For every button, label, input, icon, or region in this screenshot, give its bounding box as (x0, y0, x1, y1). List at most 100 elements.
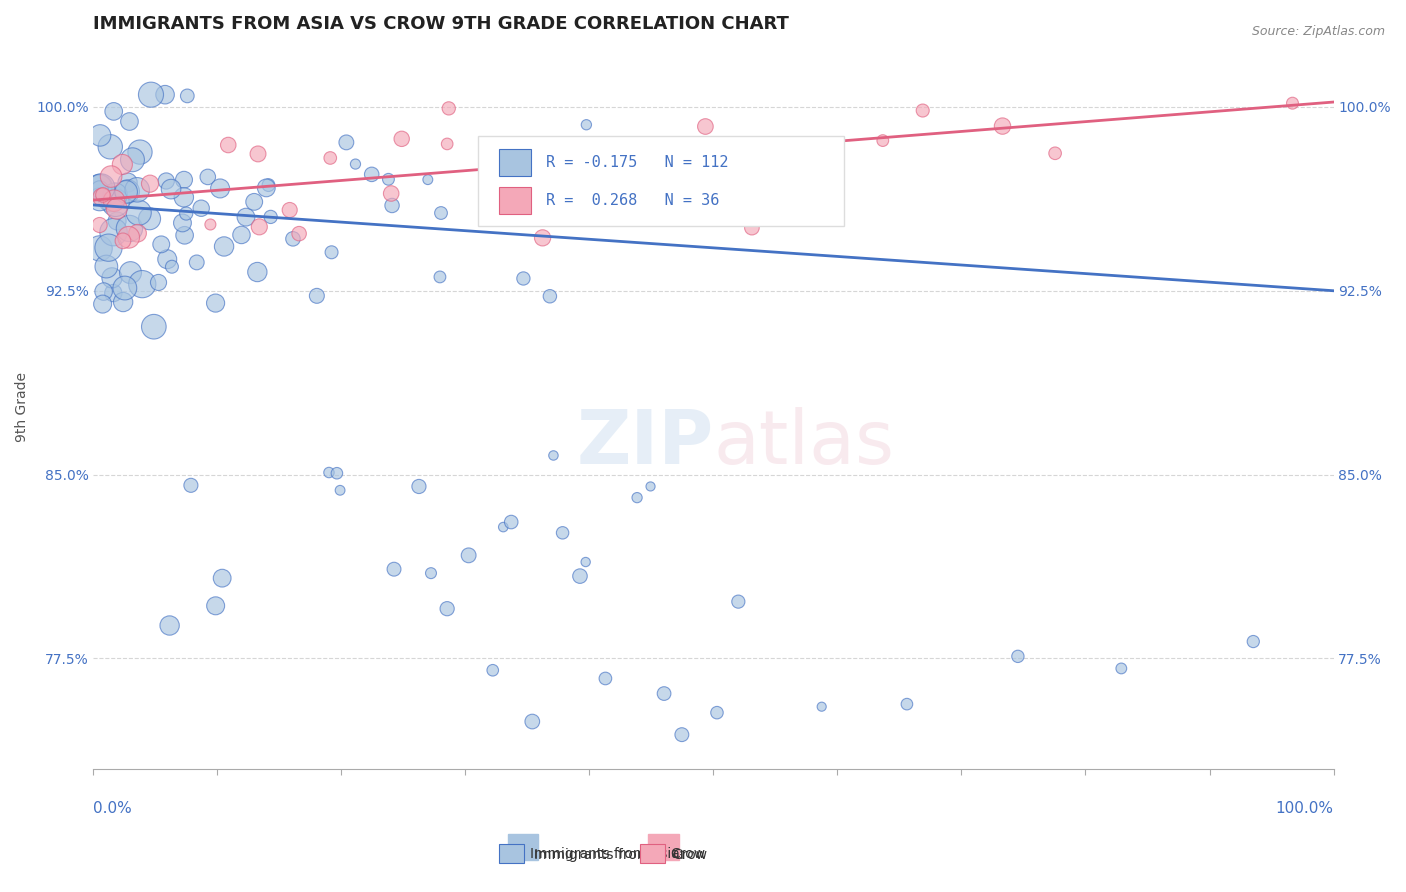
Point (212, 239, 235, 253)
Point (217, 138, 239, 153)
Point (318, 466, 340, 480)
Point (1007, 649, 1029, 664)
Point (1281, 96, 1303, 111)
Point (281, 232, 304, 246)
Point (575, 161, 598, 175)
Text: Source: ZipAtlas.com: Source: ZipAtlas.com (1251, 25, 1385, 38)
Text: atlas: atlas (713, 407, 894, 480)
Point (319, 151, 342, 165)
Point (569, 569, 592, 583)
Point (209, 181, 232, 195)
Point (101, 270, 124, 285)
Point (139, 177, 162, 191)
Point (112, 295, 135, 310)
Point (118, 230, 141, 244)
Point (523, 186, 546, 201)
Point (575, 555, 598, 569)
Point (991, 119, 1014, 133)
Point (243, 194, 266, 209)
Point (377, 172, 399, 186)
Point (103, 286, 125, 301)
Point (115, 185, 138, 199)
Point (111, 234, 134, 248)
Text: 100.0%: 100.0% (1275, 801, 1333, 816)
Point (538, 289, 561, 303)
Point (808, 209, 831, 223)
Point (640, 479, 662, 493)
Point (127, 183, 149, 197)
Point (89, 180, 111, 194)
Point (543, 449, 565, 463)
Point (911, 103, 934, 118)
Point (138, 211, 160, 226)
Point (1111, 661, 1133, 675)
Point (91, 297, 114, 311)
Point (436, 136, 458, 151)
Point (391, 132, 413, 146)
Point (91, 188, 114, 202)
Point (150, 237, 173, 252)
Point (153, 87, 176, 102)
Point (200, 218, 222, 232)
Point (408, 479, 430, 493)
Point (329, 483, 352, 498)
Point (211, 571, 233, 585)
Text: IMMIGRANTS FROM ASIA VS CROW 9TH GRADE CORRELATION CHART: IMMIGRANTS FROM ASIA VS CROW 9TH GRADE C… (93, 15, 789, 33)
Point (810, 699, 832, 714)
Point (190, 201, 212, 215)
Point (111, 157, 134, 171)
Text: R =  0.268   N = 36: R = 0.268 N = 36 (546, 194, 720, 208)
Point (103, 225, 125, 239)
Point (522, 714, 544, 729)
Point (235, 210, 257, 224)
Point (380, 186, 402, 201)
Y-axis label: 9th Grade: 9th Grade (15, 372, 30, 442)
Point (288, 227, 311, 241)
Point (186, 255, 208, 269)
Point (436, 601, 458, 615)
Point (117, 176, 139, 190)
Point (89, 180, 111, 194)
Point (105, 214, 128, 228)
Point (90, 180, 112, 194)
Point (247, 219, 270, 234)
Point (176, 89, 198, 103)
Point (105, 202, 128, 216)
Text: Crow: Crow (672, 847, 707, 862)
Point (382, 562, 405, 576)
Point (254, 181, 277, 195)
Point (246, 265, 269, 279)
Point (727, 594, 749, 608)
Point (104, 188, 127, 202)
Point (430, 206, 453, 220)
Point (131, 277, 153, 292)
Point (93, 285, 115, 299)
Point (103, 194, 125, 208)
Point (89, 218, 111, 232)
Point (127, 226, 149, 240)
Point (492, 520, 515, 534)
Point (706, 706, 728, 720)
Point (416, 172, 439, 186)
Point (614, 139, 637, 153)
Text: Immigrants from Asia: Immigrants from Asia (534, 847, 685, 862)
Point (160, 182, 183, 196)
Point (155, 174, 177, 188)
Point (89, 182, 111, 196)
Point (782, 191, 804, 205)
Point (305, 289, 328, 303)
Point (257, 178, 280, 193)
Point (89, 192, 111, 206)
Point (381, 198, 404, 212)
Point (98, 193, 121, 207)
Point (148, 276, 170, 290)
Point (172, 216, 194, 230)
Point (501, 515, 523, 529)
Point (120, 266, 142, 280)
Point (118, 114, 141, 128)
FancyBboxPatch shape (499, 149, 531, 177)
Text: ZIP: ZIP (576, 407, 713, 480)
Point (551, 182, 574, 196)
Point (103, 104, 125, 119)
Point (247, 147, 270, 161)
